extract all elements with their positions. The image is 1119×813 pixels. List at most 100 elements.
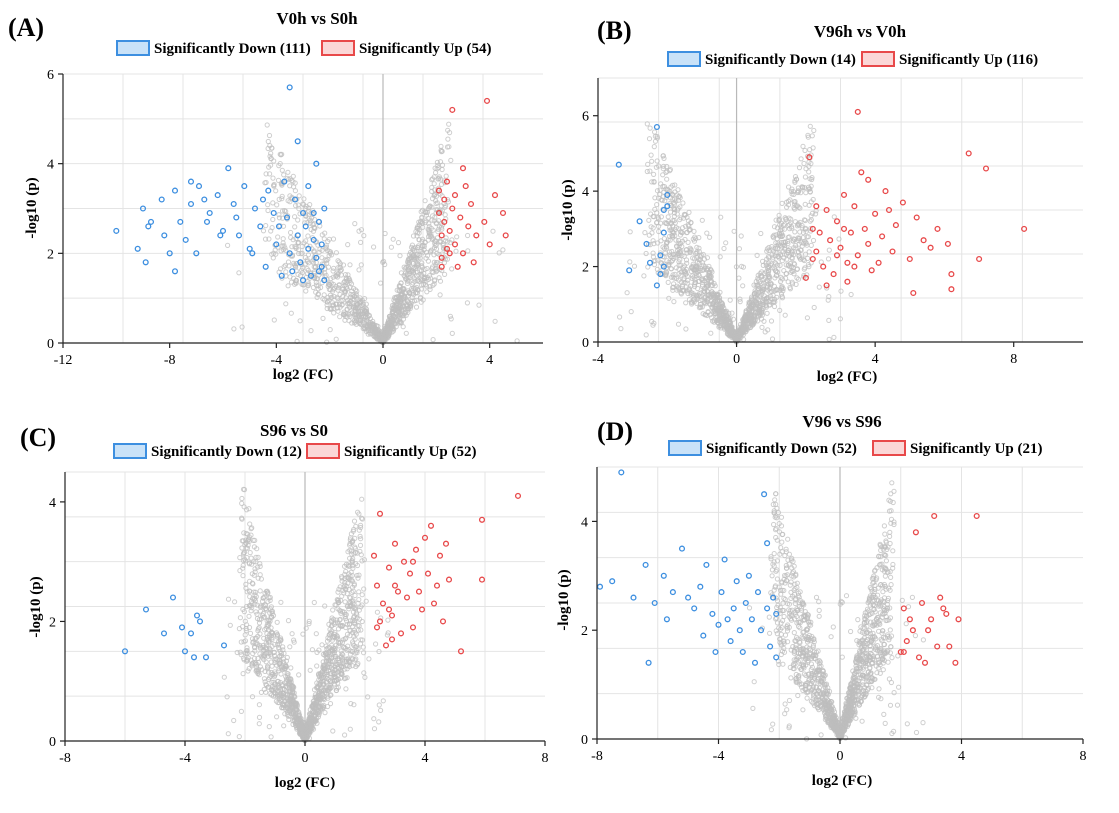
ns-point [380, 698, 386, 704]
ns-point [258, 689, 264, 696]
ns-point [330, 728, 336, 734]
ns-point [272, 247, 278, 253]
ns-point [654, 266, 661, 272]
ns-point [398, 305, 404, 311]
down-point [161, 232, 168, 239]
down-point [235, 232, 243, 239]
panel-c: (C) S96 vs S0 Significantly Down (12) Si… [20, 421, 549, 791]
ns-point [464, 300, 470, 306]
ns-point [434, 159, 440, 165]
ns-point [300, 201, 306, 207]
x-tick-label: 4 [872, 352, 879, 367]
down-point [281, 178, 288, 185]
ns-point [811, 304, 817, 311]
up-point [441, 218, 448, 225]
ns-point [262, 180, 268, 186]
ns-point [792, 229, 798, 235]
ns-point [312, 217, 318, 223]
panel-c-y-label: -log10 (p) [28, 576, 44, 637]
ns-point [352, 314, 358, 320]
ns-point [430, 227, 436, 233]
ns-point [358, 311, 364, 317]
ns-point [320, 315, 326, 321]
up-point [446, 227, 453, 234]
ns-point [354, 288, 360, 294]
ns-point [652, 195, 658, 201]
ns-point [232, 599, 238, 605]
ns-point [376, 719, 382, 725]
down-point [220, 642, 228, 649]
ns-point [279, 208, 286, 214]
up-point [382, 642, 390, 649]
panel-a-significant-points [113, 84, 509, 284]
ns-point [402, 294, 408, 300]
ns-point [492, 318, 498, 324]
ns-point [825, 256, 832, 262]
ns-point [276, 215, 282, 221]
ns-point [707, 234, 713, 240]
ns-point [665, 279, 671, 285]
ns-point [342, 599, 348, 605]
ns-point [408, 301, 414, 307]
down-point [265, 187, 272, 194]
ns-point [238, 708, 244, 715]
down-point [286, 84, 293, 91]
ns-point [423, 249, 429, 255]
ns-point [410, 233, 417, 239]
down-point [313, 160, 320, 167]
ns-point [385, 320, 391, 326]
down-point [225, 165, 232, 172]
ns-point [805, 255, 811, 261]
up-point [913, 214, 920, 221]
ns-point [648, 211, 654, 217]
ns-point [293, 203, 299, 209]
up-point [927, 244, 934, 251]
ns-point [374, 609, 380, 615]
ns-point [627, 259, 633, 265]
up-point [892, 222, 899, 229]
ns-point [344, 284, 350, 290]
ns-point [445, 136, 451, 142]
up-point [868, 267, 875, 274]
ns-point [807, 123, 813, 129]
ns-point [322, 710, 328, 716]
ns-point [307, 667, 313, 673]
x-tick-label: 0 [302, 751, 309, 766]
ns-point [237, 615, 243, 621]
ns-point [384, 322, 390, 328]
down-point [646, 259, 654, 266]
ns-point [335, 308, 341, 314]
ns-point [759, 324, 765, 330]
ns-point [658, 260, 664, 266]
down-point [273, 241, 280, 248]
down-point [305, 183, 312, 190]
ns-point [423, 210, 429, 216]
down-point [283, 214, 291, 221]
ns-point [708, 330, 714, 336]
down-point [160, 630, 168, 637]
ns-point [392, 298, 398, 305]
panel-b-legend: Significantly Down (14) Significantly Up… [667, 51, 1038, 68]
ns-point [397, 315, 403, 322]
ns-point [409, 282, 415, 288]
ns-point [297, 211, 303, 217]
ns-point [318, 284, 324, 291]
down-point [193, 250, 200, 257]
ns-point [804, 315, 811, 321]
ns-point [344, 314, 350, 320]
x-tick-label: 4 [422, 751, 429, 766]
ns-point [360, 306, 366, 312]
ns-point [339, 593, 345, 599]
up-point [478, 516, 486, 523]
ns-point [434, 235, 441, 241]
up-point [872, 210, 879, 217]
ns-point [880, 667, 886, 673]
ns-point [305, 205, 311, 211]
ns-point [672, 182, 678, 188]
down-point [315, 218, 323, 225]
ns-point [342, 732, 348, 738]
ns-point [737, 296, 743, 302]
legend-up-swatch [861, 51, 895, 67]
ns-point [427, 203, 433, 209]
up-point [920, 237, 927, 244]
